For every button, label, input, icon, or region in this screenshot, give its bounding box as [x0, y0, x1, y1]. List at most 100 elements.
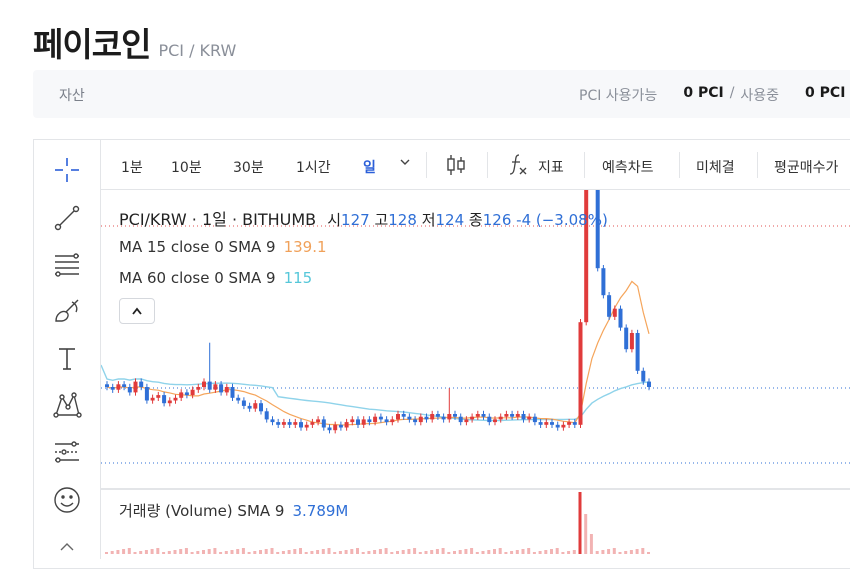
interval-1h[interactable]: 1시간 — [296, 160, 331, 176]
candle-body — [538, 422, 543, 425]
low-value: 124 — [435, 211, 465, 229]
candle-body — [167, 400, 172, 404]
avg-price-button[interactable]: 평균매수가 — [774, 160, 839, 176]
pattern-icon[interactable] — [50, 387, 84, 421]
candle-type-icon[interactable] — [445, 153, 467, 181]
in-use-value: 0 PCI — [805, 85, 846, 101]
volume-bar — [173, 550, 177, 554]
volume-bar — [441, 548, 445, 554]
candle-body — [202, 381, 206, 387]
fib-lines-icon[interactable] — [50, 247, 84, 281]
interval-1m[interactable]: 1분 — [121, 160, 143, 176]
candle-body — [601, 268, 606, 296]
volume-bar — [127, 548, 131, 554]
volume-bar — [550, 549, 553, 554]
candle-body — [396, 414, 400, 420]
forecast-icon[interactable] — [50, 435, 84, 469]
candle-body — [350, 419, 355, 423]
trend-line-icon[interactable] — [50, 201, 84, 235]
forecast-chart-button[interactable]: 예측차트 — [602, 160, 654, 176]
change-value: -4 (−3.08%) — [516, 211, 608, 229]
candle-body — [521, 414, 526, 420]
volume-bar — [162, 552, 166, 554]
candle-body — [196, 387, 201, 390]
chart-toolbar: 1분 10분 30분 1시간 일 지표 예측차트 미체결 평균매수가 — [101, 140, 850, 190]
interval-day[interactable]: 일 — [363, 160, 376, 176]
ma60-legend: MA 60 close 0 SMA 9 115 — [119, 269, 312, 287]
interval-30m[interactable]: 30분 — [233, 160, 264, 176]
candle-body — [635, 333, 640, 371]
coin-name: 페이코인 — [33, 25, 151, 64]
candle-body — [475, 414, 480, 417]
candle-body — [133, 381, 138, 393]
candle-body — [338, 424, 343, 428]
volume-bar — [504, 552, 508, 554]
candle-body — [532, 416, 537, 423]
collapse-legend-button[interactable] — [119, 298, 155, 324]
volume-bar — [555, 548, 559, 554]
candle-body — [584, 190, 589, 323]
volume-bar — [105, 552, 108, 554]
candle-body — [213, 384, 218, 390]
indicator-icon[interactable] — [507, 152, 529, 182]
candle-body — [110, 387, 115, 390]
unfilled-orders-button[interactable]: 미체결 — [696, 160, 735, 176]
candle-body — [458, 416, 463, 423]
available-label: PCI 사용가능 — [579, 88, 658, 104]
candle-body — [253, 403, 258, 409]
candle-body — [122, 384, 127, 387]
volume-bar — [202, 550, 205, 554]
volume-bar — [430, 550, 434, 554]
indicator-button[interactable]: 지표 — [538, 160, 564, 176]
candle-body — [184, 392, 189, 396]
pane-separator[interactable] — [101, 488, 850, 490]
volume-bar — [527, 548, 531, 554]
price-chart[interactable] — [101, 190, 850, 488]
volume-bar — [629, 550, 633, 554]
interval-dropdown-icon[interactable] — [399, 156, 411, 172]
candle-body — [527, 416, 532, 420]
candle-body — [515, 414, 520, 417]
available-value: 0 PCI — [683, 85, 724, 101]
crosshair-icon[interactable] — [50, 153, 84, 187]
volume-bar — [538, 551, 542, 554]
volume-value: 3.789M — [292, 502, 349, 520]
emoji-icon[interactable] — [50, 483, 84, 517]
candle-body — [293, 422, 298, 425]
candle-body — [572, 422, 577, 425]
candle-body — [544, 422, 549, 425]
volume-bar — [641, 548, 645, 554]
volume-bar — [647, 552, 650, 554]
volume-bar — [293, 549, 297, 554]
candle-body — [550, 422, 554, 425]
ma15-line — [106, 280, 650, 426]
ma15-label: MA 15 close 0 SMA 9 — [119, 238, 276, 256]
volume-bar — [253, 551, 257, 554]
candle-body — [259, 403, 263, 412]
ma15-value: 139.1 — [283, 238, 327, 256]
candle-body — [276, 422, 281, 425]
more-tools-icon[interactable] — [50, 535, 84, 555]
volume-bar — [230, 550, 234, 554]
volume-bar — [304, 552, 308, 554]
ma60-label: MA 60 close 0 SMA 9 — [119, 269, 276, 287]
low-label: 저 — [421, 211, 436, 229]
candle-body — [105, 384, 109, 387]
text-icon[interactable] — [50, 341, 84, 375]
volume-bar — [116, 550, 120, 554]
volume-bar — [418, 552, 422, 554]
volume-bar — [276, 552, 280, 554]
chevron-up-icon — [132, 307, 142, 315]
candle-body — [179, 392, 184, 398]
candle-body — [607, 295, 612, 317]
candle-body — [270, 419, 275, 423]
volume-bar — [333, 552, 337, 554]
candle-body — [321, 419, 326, 428]
volume-bar — [321, 549, 325, 554]
volume-bar — [532, 552, 536, 554]
brush-icon[interactable] — [50, 293, 84, 327]
volume-bar — [435, 549, 439, 554]
volume-label: 거래량 (Volume) SMA 9 — [119, 502, 285, 520]
asset-balance: PCI 사용가능 0 PCI / 사용중 0 PCI — [579, 85, 845, 105]
interval-10m[interactable]: 10분 — [171, 160, 202, 176]
